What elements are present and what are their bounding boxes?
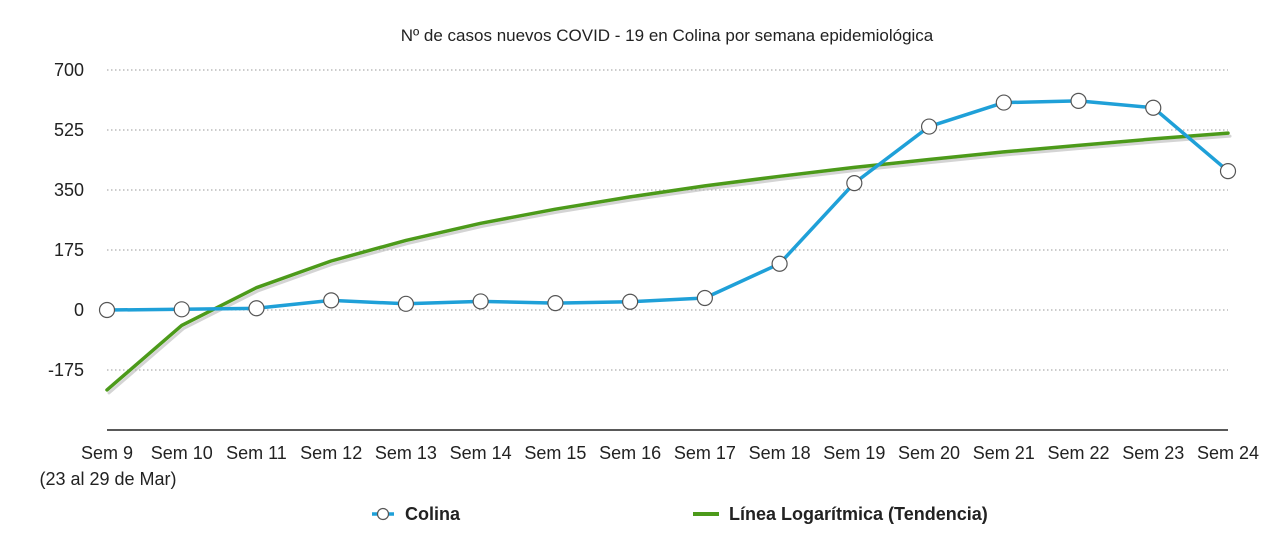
- y-tick-label: 175: [54, 240, 84, 260]
- series-line-colina: [105, 99, 1230, 312]
- legend-label: Colina: [405, 504, 461, 524]
- y-tick-label: 525: [54, 120, 84, 140]
- x-tick-label: Sem 19: [823, 443, 885, 463]
- legend-item-colina: Colina: [372, 504, 461, 524]
- x-axis-ticks: Sem 9 Sem 10 Sem 11 Sem 12 Sem 13 Sem 14 Sem 1…: [81, 443, 1259, 463]
- data-point: [846, 175, 863, 192]
- y-tick-label: -175: [48, 360, 84, 380]
- legend-label: Línea Logarítmica (Tendencia): [729, 504, 988, 524]
- data-point: [696, 289, 713, 307]
- x-tick-label: Sem 23: [1122, 443, 1184, 463]
- trendline-shadow: [107, 134, 1232, 395]
- y-tick-label: 0: [74, 300, 84, 320]
- series-line-trend: [105, 131, 1230, 392]
- x-tick-label: Sem 24: [1197, 443, 1259, 463]
- data-point: [323, 292, 340, 309]
- data-point: [920, 118, 938, 135]
- x-tick-label: Sem 16: [599, 443, 661, 463]
- x-tick-label: Sem 13: [375, 443, 437, 463]
- x-tick-label: Sem 17: [674, 443, 736, 463]
- data-point: [1145, 99, 1162, 116]
- series-layer: [98, 92, 1237, 395]
- data-point: [771, 255, 788, 272]
- data-point: [1070, 92, 1087, 109]
- data-point: [547, 295, 564, 312]
- chart-title: Nº de casos nuevos COVID - 19 en Colina …: [401, 26, 934, 45]
- y-tick-label: 700: [54, 60, 84, 80]
- x-tick-label: Sem 20: [898, 443, 960, 463]
- data-point: [248, 300, 265, 317]
- x-category-note: (23 al 29 de Mar): [39, 469, 176, 489]
- x-tick-label: Sem 18: [749, 443, 811, 463]
- data-point: [995, 94, 1012, 111]
- x-tick-label: Sem 12: [300, 443, 362, 463]
- x-tick-label: Sem 15: [524, 443, 586, 463]
- data-point: [622, 293, 639, 310]
- data-point: [472, 293, 489, 310]
- x-tick-label: Sem 14: [450, 443, 512, 463]
- y-tick-label: 350: [54, 180, 84, 200]
- legend: Colina Línea Logarítmica (Tendencia): [372, 504, 988, 524]
- x-tick-label: Sem 11: [226, 443, 287, 463]
- grid-lines: [107, 69, 1228, 371]
- y-axis-ticks: 700 525 350 175 0 -175: [48, 60, 84, 380]
- data-point: [397, 295, 415, 312]
- legend-item-trend: Línea Logarítmica (Tendencia): [693, 504, 988, 524]
- x-tick-label: Sem 21: [973, 443, 1035, 463]
- data-point: [1219, 163, 1237, 180]
- x-tick-label: Sem 22: [1048, 443, 1110, 463]
- x-tick-label: Sem 9: [81, 443, 133, 463]
- legend-swatch-marker: [376, 507, 390, 521]
- data-point: [173, 301, 190, 318]
- x-tick-label: Sem 10: [151, 443, 213, 463]
- data-point: [98, 301, 116, 319]
